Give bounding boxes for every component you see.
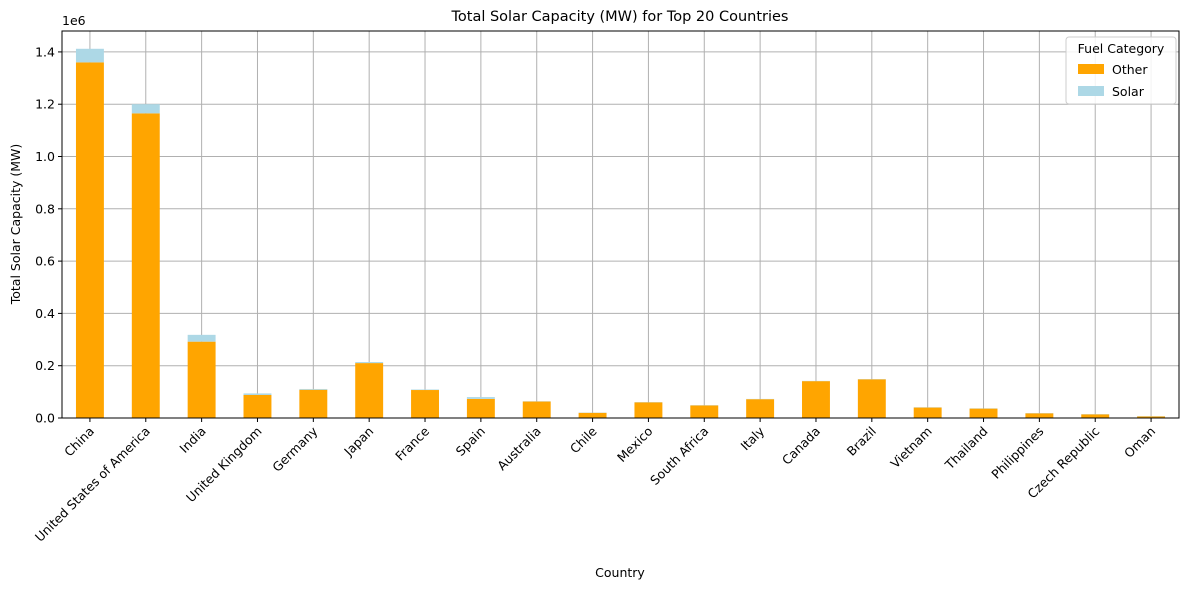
y-scale-label: 1e6 bbox=[62, 13, 86, 28]
x-tick-label: India bbox=[176, 424, 208, 456]
y-tick-label: 1.0 bbox=[35, 149, 55, 164]
bars bbox=[75, 48, 1166, 419]
bar-other bbox=[522, 401, 551, 418]
plot-frame bbox=[61, 30, 1180, 419]
legend-swatch-other bbox=[1078, 64, 1104, 74]
y-tick-label: 0.2 bbox=[35, 358, 55, 373]
x-tick-label: Germany bbox=[269, 423, 321, 475]
bar-other bbox=[75, 62, 104, 418]
x-tick-label: Spain bbox=[453, 424, 488, 459]
axes bbox=[61, 30, 1180, 419]
x-tick-label: United States of America bbox=[32, 424, 153, 545]
x-axis-label: Country bbox=[595, 565, 645, 580]
x-tick-label: Australia bbox=[494, 424, 544, 474]
bar-solar bbox=[131, 104, 160, 114]
bar-other bbox=[969, 408, 998, 418]
bar-solar bbox=[299, 388, 328, 390]
bar-other bbox=[131, 113, 160, 419]
bar-other bbox=[857, 379, 886, 418]
y-tick-label: 0.6 bbox=[35, 254, 55, 269]
bar-other bbox=[187, 341, 216, 418]
bar-other bbox=[578, 412, 607, 418]
legend-label-solar: Solar bbox=[1112, 84, 1145, 99]
bar-solar bbox=[75, 48, 104, 63]
bar-other bbox=[690, 405, 719, 418]
x-tick-label: France bbox=[392, 423, 432, 463]
legend-swatch-solar bbox=[1078, 86, 1104, 96]
x-tick-label: Brazil bbox=[844, 424, 879, 459]
bar-solar bbox=[355, 362, 384, 364]
bar-other bbox=[299, 389, 328, 418]
x-tick-label: Canada bbox=[779, 424, 823, 468]
x-tick-label: Japan bbox=[340, 424, 376, 460]
bar-other bbox=[1025, 413, 1054, 418]
legend-title: Fuel Category bbox=[1078, 41, 1165, 56]
x-tick-label: Mexico bbox=[614, 424, 655, 465]
x-tick-label: Philippines bbox=[988, 424, 1046, 482]
bar-other bbox=[913, 407, 942, 418]
bar-solar bbox=[466, 397, 495, 399]
bar-other bbox=[1081, 414, 1110, 418]
legend: Fuel Category Other Solar bbox=[1065, 36, 1177, 105]
y-tick-label: 0.8 bbox=[35, 201, 55, 216]
x-tick-label: South Africa bbox=[647, 424, 711, 488]
x-tick-label: Italy bbox=[737, 423, 767, 453]
y-tick-label: 1.2 bbox=[35, 97, 55, 112]
y-tick-label: 0.0 bbox=[35, 411, 55, 426]
y-axis-label: Total Solar Capacity (MW) bbox=[8, 144, 23, 306]
bar-other bbox=[411, 390, 439, 418]
bar-solar bbox=[411, 389, 439, 391]
bar-solar bbox=[187, 334, 216, 342]
legend-label-other: Other bbox=[1112, 62, 1148, 77]
bar-other bbox=[1137, 416, 1166, 418]
y-tick-label: 0.4 bbox=[35, 306, 55, 321]
x-tick-label: Thailand bbox=[941, 424, 990, 473]
bar-other bbox=[802, 381, 830, 418]
grid bbox=[62, 31, 1179, 419]
bar-other bbox=[243, 394, 272, 418]
bar-solar bbox=[243, 393, 272, 395]
chart-title: Total Solar Capacity (MW) for Top 20 Cou… bbox=[451, 9, 789, 25]
x-tick-label: Oman bbox=[1121, 424, 1158, 461]
bar-other bbox=[355, 363, 384, 418]
y-tick-label: 1.4 bbox=[35, 44, 55, 59]
bar-other bbox=[634, 402, 663, 418]
y-axis-ticks: 0.0 0.2 0.4 0.6 0.8 1.0 1.2 1.4 bbox=[35, 44, 62, 426]
bar-other bbox=[746, 399, 775, 418]
x-tick-label: Vietnam bbox=[887, 424, 934, 471]
bar-other bbox=[466, 398, 495, 418]
x-tick-label: China bbox=[61, 424, 97, 460]
x-tick-label: Chile bbox=[567, 423, 600, 456]
